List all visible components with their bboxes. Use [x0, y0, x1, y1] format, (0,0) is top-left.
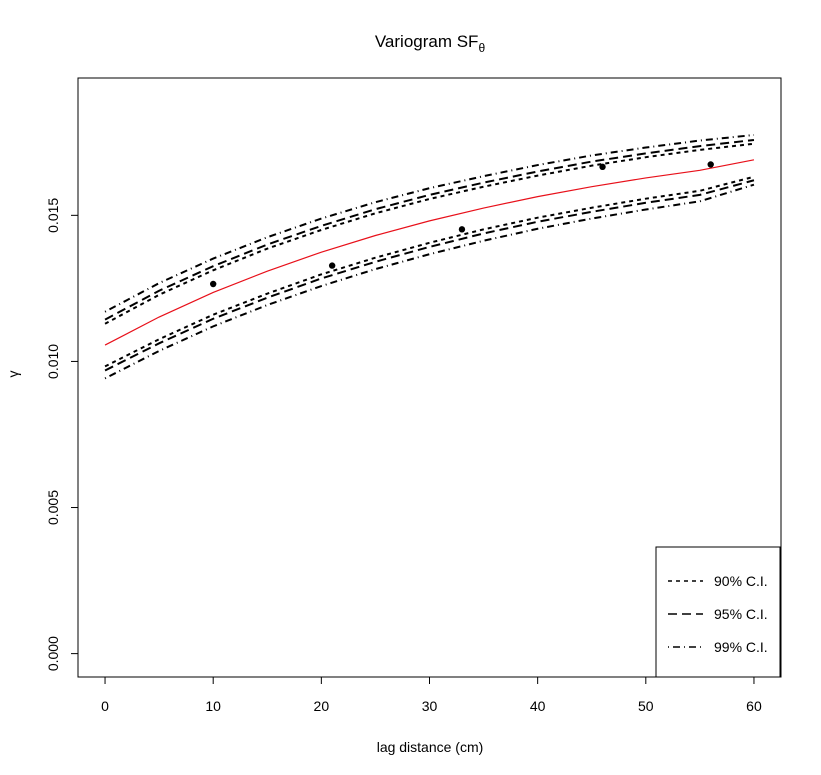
x-tick-label: 20 [314, 698, 330, 714]
chart-title-subscript: θ [478, 41, 485, 55]
fitted-model [104, 159, 755, 346]
x-tick-label: 0 [101, 698, 109, 714]
y-tick-label: 0.015 [45, 198, 61, 233]
y-tick-label: 0.005 [45, 490, 61, 525]
legend-label: 95% C.I. [714, 606, 768, 622]
data-point [599, 163, 606, 171]
chart-title: Variogram SFθ [375, 32, 486, 55]
ci-dotdash-lower-line [104, 183, 755, 380]
ci-envelopes [104, 133, 755, 380]
y-tick-label: 0.000 [45, 636, 61, 671]
legend: 90% C.I. 95% C.I. 99% C.I. [655, 546, 781, 678]
y-axis: 0.000 0.005 0.010 0.015 [45, 198, 79, 671]
ci-long-lower-line [104, 179, 755, 372]
model-line [104, 159, 755, 346]
legend-label: 99% C.I. [714, 639, 768, 655]
x-tick-label: 40 [530, 698, 546, 714]
x-axis: 0 10 20 30 40 50 60 [101, 676, 762, 714]
ci-long-upper-line [104, 138, 755, 321]
data-point [458, 226, 466, 233]
x-axis-label: lag distance (cm) [377, 739, 484, 755]
ci-short-lower-line [104, 175, 755, 368]
data-point [209, 280, 217, 288]
legend-label: 90% C.I. [714, 573, 768, 589]
ci-dotdash-upper-line [104, 133, 755, 313]
x-tick-label: 10 [205, 698, 221, 714]
ci-short-upper-line [104, 142, 755, 325]
data-point [328, 262, 336, 269]
x-tick-label: 60 [746, 698, 762, 714]
empirical-points [209, 161, 714, 288]
x-tick-label: 50 [638, 698, 654, 714]
y-tick-label: 0.010 [45, 344, 61, 379]
x-tick-label: 30 [422, 698, 438, 714]
legend-box [655, 546, 781, 678]
data-point [707, 161, 714, 168]
y-axis-label: γ [5, 371, 21, 378]
